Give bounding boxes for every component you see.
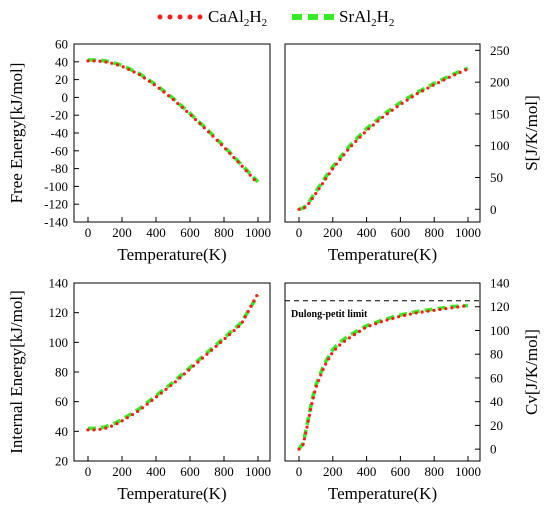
- x-tick-label: 1000: [455, 225, 481, 240]
- x-tick-label: 600: [391, 225, 411, 240]
- x-tick-label: 400: [357, 225, 377, 240]
- panel-free-energy: 0 200 400 600 800 1000-140-120-100-80-60-40-2…: [7, 37, 271, 265]
- x-tick-label: 200: [112, 464, 132, 479]
- panel-heat-capacity: 0 200 400 600 800 1000 0 20 40 60 80 100 120 140 Tempe…: [284, 276, 541, 503]
- x-tick-label: 400: [357, 464, 377, 479]
- legend-label-1: CaAl2H2: [208, 7, 267, 29]
- y-tick-label: 60: [55, 37, 68, 52]
- y-tick-label: -80: [51, 161, 68, 176]
- y-tick-label: -100: [44, 179, 68, 194]
- series-line-ca: [297, 67, 470, 211]
- y-tick-label: 80: [490, 347, 503, 362]
- x-tick-label: 600: [180, 225, 200, 240]
- x-tick-label: 800: [424, 464, 444, 479]
- x-tick-label: 800: [214, 464, 234, 479]
- y-tick-label: 0: [490, 442, 497, 457]
- y-tick-label: 100: [49, 335, 69, 350]
- x-axis-label: Temperature(K): [328, 484, 437, 503]
- y-tick-label: 120: [49, 305, 69, 320]
- series-line-sr: [88, 293, 260, 431]
- y-tick-label: 60: [490, 370, 503, 385]
- legend: CaAl2H2 SrAl2H2: [157, 7, 394, 29]
- series-line-ca: [86, 59, 260, 186]
- y-tick-label: 0: [62, 90, 69, 105]
- x-axis-label: Temperature(K): [328, 245, 437, 264]
- y-tick-label: 100: [490, 138, 510, 153]
- y-tick-label: 80: [55, 365, 68, 380]
- y-tick-label: 140: [49, 276, 69, 291]
- y-tick-label: 40: [55, 54, 68, 69]
- x-tick-label: 1000: [245, 225, 271, 240]
- y-tick-label: 100: [490, 323, 510, 338]
- x-tick-label: 200: [323, 464, 343, 479]
- x-tick-label: 200: [323, 225, 343, 240]
- x-tick-label: 0: [85, 225, 92, 240]
- y-tick-label: 60: [55, 394, 68, 409]
- series-line-sr: [298, 66, 469, 212]
- series-line-sr: [88, 58, 260, 184]
- panel-entropy: 0 200 400 600 800 1000 0 50 100 150 200 250 Temperat…: [284, 43, 541, 264]
- y-tick-label: 150: [490, 106, 510, 121]
- y-tick-label: 40: [55, 424, 68, 439]
- y-tick-label: 40: [490, 394, 503, 409]
- y-axis-label: Free Energy[kJ/mol]: [7, 63, 26, 204]
- plot-frame: [284, 43, 481, 223]
- y-tick-label: 20: [55, 454, 68, 469]
- y-tick-label: -60: [51, 143, 68, 158]
- x-axis-label: Temperature(K): [117, 245, 226, 264]
- y-tick-label: 20: [55, 72, 68, 87]
- y-tick-label: 200: [490, 75, 510, 90]
- y-tick-label: 140: [490, 276, 510, 291]
- x-tick-label: 800: [424, 225, 444, 240]
- y-tick-label: 0: [490, 202, 497, 217]
- y-tick-label: -20: [51, 108, 68, 123]
- y-axis-label: S[J/K/mol]: [522, 95, 541, 171]
- x-tick-label: 400: [146, 225, 166, 240]
- plot-frame: [284, 282, 481, 462]
- y-tick-label: -40: [51, 126, 68, 141]
- y-tick-label: -120: [44, 197, 68, 212]
- x-tick-label: 1000: [455, 464, 481, 479]
- plot-frame: [73, 282, 271, 462]
- x-tick-label: 1000: [245, 464, 271, 479]
- x-tick-label: 400: [146, 464, 166, 479]
- reference-line-label: Dulong-petit limit: [291, 309, 368, 320]
- y-tick-label: 20: [490, 418, 503, 433]
- x-tick-label: 0: [296, 225, 303, 240]
- x-tick-label: 800: [214, 225, 234, 240]
- y-tick-label: 250: [490, 43, 510, 58]
- panel-internal-energy: 0 200 400 600 800 1000 20 40 60 80 100 120 140 Temper…: [7, 276, 271, 504]
- y-tick-label: -140: [44, 215, 68, 230]
- y-tick-label: 50: [490, 170, 503, 185]
- x-tick-label: 600: [391, 464, 411, 479]
- y-axis-label: Cv[J/K/mol]: [522, 329, 541, 415]
- y-axis-label: Internal Energy[kJ/mol]: [7, 290, 26, 454]
- series-line-ca: [86, 291, 260, 432]
- legend-label-2: SrAl2H2: [339, 7, 394, 29]
- y-tick-label: 120: [490, 299, 510, 314]
- x-tick-label: 0: [85, 464, 92, 479]
- x-tick-label: 0: [296, 464, 303, 479]
- x-axis-label: Temperature(K): [117, 484, 226, 503]
- series-line-ca: [297, 303, 470, 451]
- plot-frame: [73, 43, 271, 223]
- x-tick-label: 200: [112, 225, 132, 240]
- series-line-sr: [297, 303, 469, 451]
- x-tick-label: 600: [180, 464, 200, 479]
